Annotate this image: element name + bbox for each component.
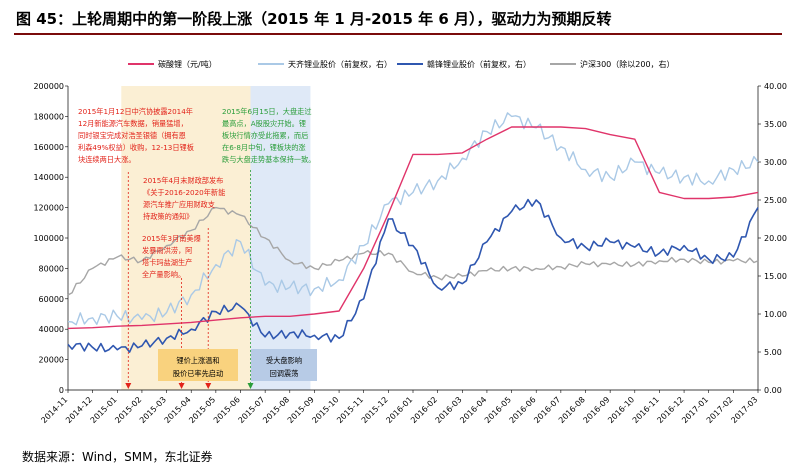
series-line-0	[67, 126, 759, 330]
right-tick-label: 30.00	[764, 158, 787, 167]
box-phase-1	[158, 349, 238, 381]
legend-label: 碳酸锂（元/吨）	[158, 59, 217, 69]
annotation-jan-2015: 2015年1月12日中汽协披露2014年 12月新能源汽车数据，销量猛增， 同时银宝…	[78, 107, 194, 164]
annotation-jun-2015-line: 在6-8月中旬，锂板块的涨	[222, 143, 306, 152]
annotation-jun-2015-line: 最高点，A股股灾开始。锂	[222, 119, 306, 128]
annotations: 2015年1月12日中汽协披露2014年 12月新能源汽车数据，销量猛增， 同时银宝…	[78, 107, 317, 389]
annotation-apr-2015-line: 《关于2016-2020年新能	[143, 188, 225, 197]
annotation-mar-2015-line: 2015年3月南美爆	[142, 234, 202, 243]
annotation-mar-2015-line: 发暴雨洪涝，阿	[142, 246, 192, 255]
left-tick-label: 140000	[33, 173, 64, 182]
series-lines	[67, 112, 759, 353]
annotation-jun-2015-line: 2015年6月15日，大盘走过	[222, 107, 312, 116]
annotation-mar-2015-line: 塔卡玛盐湖生产	[142, 258, 192, 267]
annotation-jun-2015: 2015年6月15日，大盘走过最高点，A股股灾开始。锂板块行情亦受此拖累，而后在…	[222, 107, 315, 164]
right-tick-label: 40.00	[764, 82, 787, 91]
left-tick-label: 0	[59, 386, 64, 395]
legend-label: 沪深300（除以200，右）	[580, 59, 675, 69]
left-tick-label: 180000	[33, 112, 64, 121]
legend: 碳酸锂（元/吨） 天齐锂业股价（前复权，右） 赣锋锂业股价（前复权，右） 沪深300（…	[128, 59, 675, 69]
left-tick-label: 120000	[33, 204, 64, 213]
guide-jun-2015-arrow	[247, 383, 254, 389]
annotation-jan-2015-line: 利森49%权益）收购，12-13日锂板	[78, 143, 194, 152]
legend-label: 天齐锂业股价（前复权，右）	[288, 59, 392, 69]
annotation-mar-2015-line: 全产量影响。	[142, 270, 185, 279]
x-tick-label: 2017-03	[729, 395, 759, 425]
annotation-apr-2015-line: 2015年4月末财政部发布	[143, 176, 223, 185]
annotation-jan-2015-line: 12月新能源汽车数据，销量猛增，	[78, 119, 188, 128]
annotation-jan-2015-line: 2015年1月12日中汽协披露2014年	[78, 107, 193, 116]
phase-1-shading	[121, 86, 251, 390]
box-phase-1-label: 股价已率先启动	[173, 369, 223, 378]
annotation-jan-2015-line: 同时银宝完成对浩圣银德（拥有恩	[78, 131, 186, 140]
guide-apr-2015-arrow	[205, 383, 212, 389]
series-line-3	[67, 206, 759, 296]
guide-mar-2015-arrow	[178, 383, 185, 389]
box-phase-2-label: 回调震荡	[270, 369, 299, 378]
right-tick-label: 0.00	[764, 386, 782, 395]
right-tick-label: 20.00	[764, 234, 787, 243]
box-phase-2	[251, 349, 317, 381]
left-tick-label: 160000	[33, 143, 64, 152]
guide-jan-2015-arrow	[125, 383, 132, 389]
right-tick-label: 25.00	[764, 196, 787, 205]
series-line-2	[67, 198, 759, 353]
legend-label: 赣锋锂业股价（前复权，右）	[427, 59, 531, 69]
right-tick-label: 15.00	[764, 272, 787, 281]
left-tick-label: 200000	[33, 82, 64, 91]
data-source: 数据来源：Wind，SMM，东北证券	[22, 450, 213, 464]
left-tick-label: 20000	[39, 356, 64, 365]
annotation-apr-2015: 2015年4月末财政部发布《关于2016-2020年新能源汽车推广应用财政支持政…	[143, 176, 225, 221]
right-tick-label: 35.00	[764, 120, 787, 129]
left-tick-label: 100000	[33, 234, 64, 243]
series-line-1	[67, 112, 759, 326]
box-phase-1-label: 锂价上涨温和	[176, 356, 219, 365]
phase-2-shading	[250, 86, 311, 390]
right-tick-label: 10.00	[764, 310, 787, 319]
left-tick-label: 60000	[39, 295, 64, 304]
right-tick-label: 5.00	[764, 348, 782, 357]
annotation-apr-2015-line: 源汽车推广应用财政支	[143, 200, 215, 209]
annotation-jan-2015-line: 块连续两日大涨。	[78, 155, 136, 164]
left-tick-label: 40000	[39, 325, 64, 334]
title-divider	[14, 33, 782, 35]
annotation-jun-2015-line: 板块行情亦受此拖累，而后	[222, 131, 308, 140]
annotation-jun-2015-line: 跌与大盘走势基本保持一致。	[222, 155, 315, 164]
annotation-apr-2015-line: 持政策的通知》	[143, 212, 193, 221]
box-phase-2-label: 受大盘影响	[266, 356, 302, 365]
left-tick-label: 80000	[39, 264, 64, 273]
chart-title: 图 45：上轮周期中的第一阶段上涨（2015 年 1 月-2015 年 6 月）…	[16, 10, 612, 28]
